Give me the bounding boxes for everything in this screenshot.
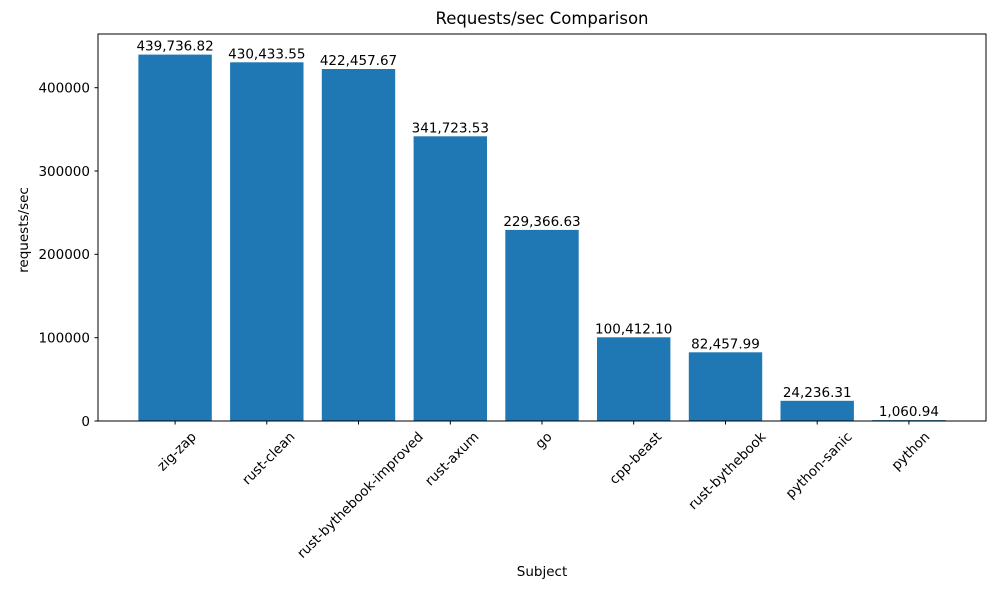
x-axis-label: Subject <box>516 564 568 580</box>
bar-value-label: 430,433.55 <box>228 46 305 62</box>
bar-python-sanic <box>780 400 854 421</box>
x-tick-label: cpp-beast <box>606 429 665 488</box>
bar-rust-bythebook <box>688 352 763 421</box>
bar-value-label: 229,366.63 <box>503 214 580 230</box>
bar-value-label: 341,723.53 <box>412 120 489 136</box>
y-tick-label: 300000 <box>38 164 90 180</box>
bar-value-label: 439,736.82 <box>136 39 213 55</box>
chart-title: Requests/sec Comparison <box>435 9 649 28</box>
bar-rust-axum <box>413 136 487 422</box>
x-tick-label: python <box>889 429 934 474</box>
y-tick-label: 0 <box>81 414 90 430</box>
x-tick-label: python-sanic <box>783 429 856 502</box>
bar-value-label: 422,457.67 <box>320 53 397 69</box>
y-axis-label: requests/sec <box>16 187 32 273</box>
bar-rust-clean <box>230 62 304 422</box>
x-tick-label: rust-axum <box>422 429 482 489</box>
x-tick-label: rust-bythebook-improved <box>294 429 427 562</box>
bar-value-label: 1,060.94 <box>879 404 939 420</box>
x-tick-label: zig-zap <box>154 429 199 474</box>
x-tick-label: go <box>532 429 555 452</box>
plot-border <box>97 33 987 422</box>
bar-zig-zap <box>138 54 212 421</box>
bar-value-label: 100,412.10 <box>595 321 672 337</box>
bar-cpp-beast <box>597 337 671 421</box>
bar-rust-bythebook-improved <box>321 69 396 421</box>
y-tick-label: 200000 <box>38 247 90 263</box>
y-tick-label: 100000 <box>38 331 90 347</box>
bar-go <box>505 229 579 421</box>
x-tick-label: rust-bythebook <box>685 429 769 513</box>
bar-value-label: 82,457.99 <box>691 336 760 352</box>
y-tick-label: 400000 <box>38 81 90 97</box>
bar-value-label: 24,236.31 <box>783 385 852 401</box>
x-tick-label: rust-clean <box>239 429 298 488</box>
